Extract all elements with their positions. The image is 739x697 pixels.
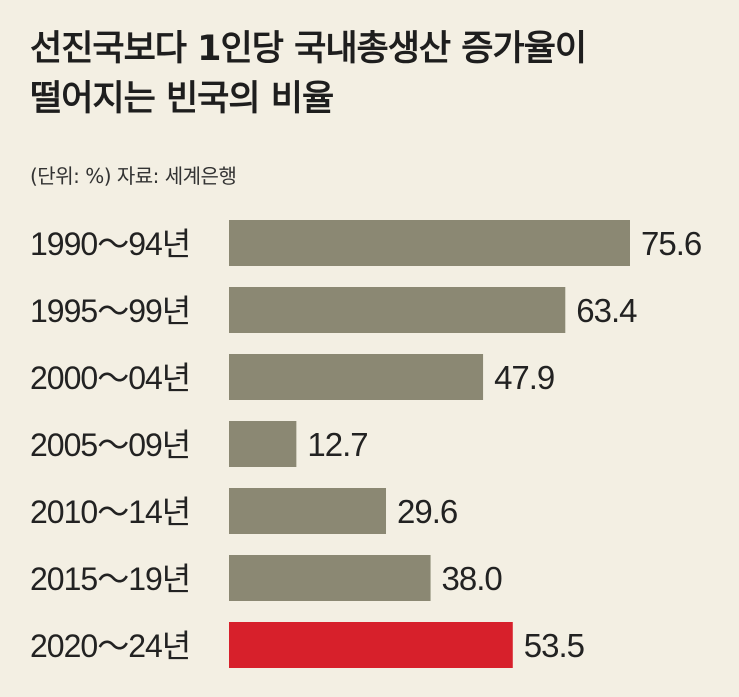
chart-title-line-2: 떨어지는 빈국의 비율	[30, 79, 334, 119]
chart-subtitle: (단위: %) 자료: 세계은행	[30, 164, 237, 188]
chart-title: 선진국보다 1인당 국내총생산 증가율이 떨어지는 빈국의 비율	[30, 24, 720, 124]
bar-value-label: 63.4	[576, 292, 637, 329]
bar-value-label: 38.0	[442, 560, 503, 597]
chart-title-line-1: 선진국보다 1인당 국내총생산 증가율이	[30, 29, 587, 69]
category-label: 2020～24년	[30, 628, 190, 664]
category-label: 2005～09년	[30, 427, 190, 463]
category-label: 2010～14년	[30, 494, 190, 530]
bar-value-label: 12.7	[307, 426, 367, 463]
bar	[229, 287, 566, 333]
category-label: 1990～94년	[30, 226, 190, 262]
bar	[229, 622, 513, 668]
bar	[229, 421, 297, 467]
bar	[229, 220, 630, 266]
bar	[229, 555, 431, 601]
bar-value-label: 53.5	[524, 627, 584, 664]
category-label: 1995～99년	[30, 293, 190, 329]
category-label: 2000～04년	[30, 360, 190, 396]
bar	[229, 488, 387, 534]
bar-value-label: 29.6	[397, 493, 457, 530]
bar-value-label: 75.6	[641, 225, 701, 262]
bar-value-label: 47.9	[494, 359, 554, 396]
bar	[229, 354, 484, 400]
category-label: 2015～19년	[30, 561, 190, 597]
